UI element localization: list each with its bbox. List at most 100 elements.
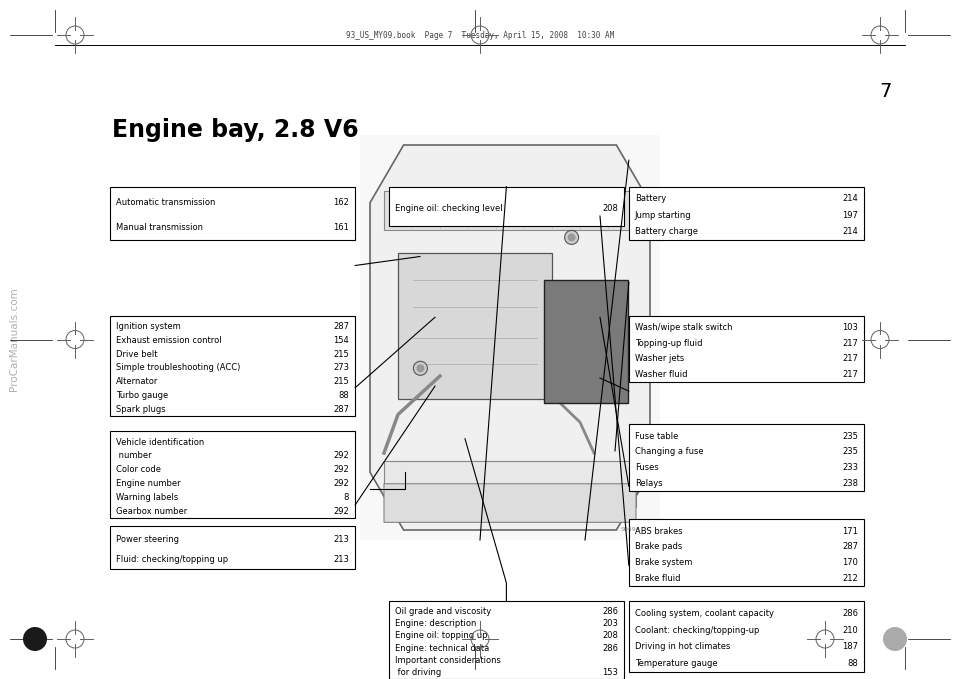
- Bar: [629, 316, 864, 382]
- Text: 7: 7: [879, 82, 892, 101]
- Bar: [384, 460, 636, 507]
- Circle shape: [414, 361, 427, 375]
- Text: Engine oil: topping up: Engine oil: topping up: [395, 631, 488, 640]
- Text: Cooling system, coolant capacity: Cooling system, coolant capacity: [635, 609, 774, 618]
- Text: 153: 153: [602, 668, 618, 678]
- Text: 203: 203: [602, 619, 618, 628]
- Bar: [360, 135, 660, 540]
- Bar: [398, 253, 552, 399]
- Text: 217: 217: [842, 354, 858, 363]
- Text: 154: 154: [333, 336, 349, 345]
- Text: Engine: technical data: Engine: technical data: [395, 644, 489, 653]
- Text: 217: 217: [842, 339, 858, 348]
- Bar: [384, 191, 636, 230]
- Text: Brake fluid: Brake fluid: [635, 574, 681, 583]
- Text: Fluid: checking/topping up: Fluid: checking/topping up: [116, 555, 228, 564]
- Text: ProCarManuals.com: ProCarManuals.com: [9, 288, 19, 391]
- Text: Topping-up fluid: Topping-up fluid: [635, 339, 703, 348]
- Circle shape: [564, 230, 579, 244]
- Text: 103: 103: [842, 323, 858, 332]
- Text: 88: 88: [848, 659, 858, 668]
- Bar: [629, 187, 864, 240]
- Text: 233: 233: [842, 463, 858, 472]
- Bar: [110, 526, 355, 569]
- Text: Fuse table: Fuse table: [635, 432, 678, 441]
- Bar: [110, 316, 355, 416]
- Text: 214: 214: [842, 194, 858, 204]
- Text: 161: 161: [333, 223, 349, 232]
- Text: 273: 273: [333, 363, 349, 373]
- Text: Engine oil: checking level: Engine oil: checking level: [395, 204, 502, 213]
- Text: Automatic transmission: Automatic transmission: [116, 198, 216, 208]
- Text: Power steering: Power steering: [116, 536, 180, 545]
- Text: 8: 8: [344, 493, 349, 502]
- Text: 292: 292: [333, 465, 349, 474]
- Bar: [629, 601, 864, 672]
- Text: 235: 235: [842, 447, 858, 456]
- Text: Washer fluid: Washer fluid: [635, 370, 687, 379]
- Text: Important considerations: Important considerations: [395, 656, 501, 665]
- Text: Battery: Battery: [635, 194, 666, 204]
- FancyBboxPatch shape: [384, 484, 636, 522]
- Text: Brake pads: Brake pads: [635, 543, 682, 551]
- Text: 215: 215: [333, 350, 349, 359]
- Text: Engine bay, 2.8 V6: Engine bay, 2.8 V6: [112, 118, 359, 142]
- Text: 286: 286: [602, 606, 618, 616]
- Text: 212: 212: [842, 574, 858, 583]
- Polygon shape: [370, 145, 650, 530]
- Text: Changing a fuse: Changing a fuse: [635, 447, 704, 456]
- Text: 162: 162: [333, 198, 349, 208]
- Text: 210: 210: [842, 625, 858, 635]
- Text: for driving: for driving: [395, 668, 441, 678]
- Text: 214: 214: [842, 227, 858, 236]
- Text: 238: 238: [842, 479, 858, 488]
- Text: Wash/wipe stalk switch: Wash/wipe stalk switch: [635, 323, 732, 332]
- Text: 287: 287: [333, 405, 349, 414]
- Text: 235: 235: [842, 432, 858, 441]
- Bar: [110, 187, 355, 240]
- Circle shape: [883, 627, 907, 651]
- Text: 292: 292: [333, 452, 349, 460]
- Text: Driving in hot climates: Driving in hot climates: [635, 642, 731, 651]
- Text: Oil grade and viscosity: Oil grade and viscosity: [395, 606, 492, 616]
- Bar: [629, 424, 864, 491]
- Text: 215: 215: [333, 378, 349, 386]
- Circle shape: [567, 234, 576, 242]
- Text: Alternator: Alternator: [116, 378, 158, 386]
- Text: Engine number: Engine number: [116, 479, 181, 488]
- Text: 88: 88: [339, 391, 349, 400]
- Text: 93_US_MY09.book  Page 7  Tuesday, April 15, 2008  10:30 AM: 93_US_MY09.book Page 7 Tuesday, April 15…: [346, 31, 614, 40]
- Text: ABS brakes: ABS brakes: [635, 527, 683, 536]
- Text: Manual transmission: Manual transmission: [116, 223, 204, 232]
- Text: 213: 213: [333, 536, 349, 545]
- Bar: [629, 519, 864, 586]
- Text: Engine: description: Engine: description: [395, 619, 476, 628]
- Text: Warning labels: Warning labels: [116, 493, 179, 502]
- Text: 286: 286: [842, 609, 858, 618]
- Text: 170: 170: [842, 558, 858, 567]
- Text: 286: 286: [602, 644, 618, 653]
- Text: Battery charge: Battery charge: [635, 227, 698, 236]
- Bar: [110, 431, 355, 518]
- Text: S0494: S0494: [620, 527, 640, 532]
- Bar: [543, 280, 628, 403]
- Text: 213: 213: [333, 555, 349, 564]
- Text: Spark plugs: Spark plugs: [116, 405, 166, 414]
- Text: Exhaust emission control: Exhaust emission control: [116, 336, 222, 345]
- Text: Drive belt: Drive belt: [116, 350, 157, 359]
- Text: Gearbox number: Gearbox number: [116, 507, 187, 515]
- Text: Temperature gauge: Temperature gauge: [635, 659, 717, 668]
- Circle shape: [417, 365, 424, 372]
- Text: 287: 287: [333, 322, 349, 331]
- Text: Jump starting: Jump starting: [635, 210, 691, 220]
- Text: 187: 187: [842, 642, 858, 651]
- Bar: [389, 601, 624, 679]
- Text: Ignition system: Ignition system: [116, 322, 181, 331]
- Bar: [389, 187, 624, 226]
- Text: Brake system: Brake system: [635, 558, 692, 567]
- Text: 171: 171: [842, 527, 858, 536]
- Text: 197: 197: [842, 210, 858, 220]
- Text: Turbo gauge: Turbo gauge: [116, 391, 169, 400]
- Text: number: number: [116, 452, 152, 460]
- Text: Fuses: Fuses: [635, 463, 659, 472]
